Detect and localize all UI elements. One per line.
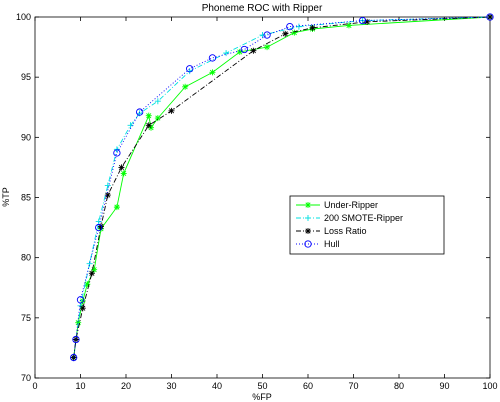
data-point [305,228,311,234]
data-point [223,50,230,57]
data-point [104,182,111,189]
data-point [168,107,175,114]
axis-ticks: 0 10 20 30 40 50 60 70 80 90 100 70 75 80 85 90 95 100 [16,12,498,391]
data-point [305,215,311,221]
data-point [97,223,104,230]
series-2 [70,14,493,361]
x-tick-label: 90 [439,381,449,391]
y-axis-label: %TP [1,187,11,207]
y-tick-label: 95 [21,72,31,82]
data-point [145,122,152,129]
x-tick-label: 80 [394,381,404,391]
legend-entry: Hull [324,239,340,249]
x-tick-label: 30 [166,381,176,391]
data-point [88,270,95,277]
data-point [70,354,77,361]
data-point [250,47,257,54]
y-tick-label: 80 [21,253,31,263]
y-tick-label: 90 [21,132,31,142]
data-point [113,204,120,211]
data-point [72,335,80,344]
data-point [358,16,367,25]
legend-entry: Under-Ripper [324,200,378,210]
data-point [154,98,161,105]
x-axis-label: %FP [252,392,272,402]
data-point [104,192,111,199]
legend-box [289,195,445,255]
y-tick-label: 75 [21,313,31,323]
data-point [309,24,316,31]
series-line [73,16,491,358]
x-tick-label: 60 [303,381,313,391]
data-point [487,14,493,20]
data-point [295,23,302,30]
data-point [118,164,125,171]
data-point [154,115,161,122]
x-tick-label: 40 [212,381,222,391]
data-point [76,296,85,304]
data-point [70,353,78,362]
data-point [95,218,102,225]
data-point [304,240,312,248]
y-tick-label: 70 [21,373,31,383]
legend-entry: Loss Ratio [324,226,367,236]
data-point [95,223,103,232]
x-tick-label: 50 [257,381,267,391]
x-tick-label: 0 [32,381,37,391]
legend: Under-Ripper 200 SMOTE-Ripper Loss Ratio Hu… [289,195,445,255]
data-point [91,266,98,273]
data-point [286,22,294,31]
x-tick-label: 70 [348,381,358,391]
data-point [264,44,271,51]
series-line [73,16,491,358]
data-point [148,124,155,131]
x-tick-label: 100 [482,381,497,391]
data-point [305,202,311,208]
data-point [209,69,216,76]
data-point [240,45,248,54]
data-point [86,260,93,267]
series-3 [70,13,494,362]
data-point [79,297,86,304]
data-point [282,30,289,37]
data-point [127,122,134,129]
legend-entry: 200 SMOTE-Ripper [324,213,403,223]
x-tick-label: 10 [75,381,85,391]
chart-title: Phoneme ROC with Ripper [202,3,323,14]
y-tick-label: 85 [21,193,31,203]
data-point [186,65,194,73]
data-point [259,32,266,39]
data-point [135,108,144,116]
data-point [79,305,86,312]
data-point [345,22,352,29]
data-point [263,31,271,39]
data-point [145,112,152,119]
y-tick-label: 100 [16,12,31,22]
data-point [236,48,243,55]
x-tick-label: 20 [121,381,131,391]
data-point [113,149,121,157]
series-layer [70,13,494,362]
data-point [486,13,494,21]
data-point [364,18,371,25]
data-point [208,54,217,62]
data-point [120,170,127,177]
data-point [291,29,298,36]
data-point [84,281,91,288]
data-point [182,83,189,90]
data-point [75,319,82,326]
